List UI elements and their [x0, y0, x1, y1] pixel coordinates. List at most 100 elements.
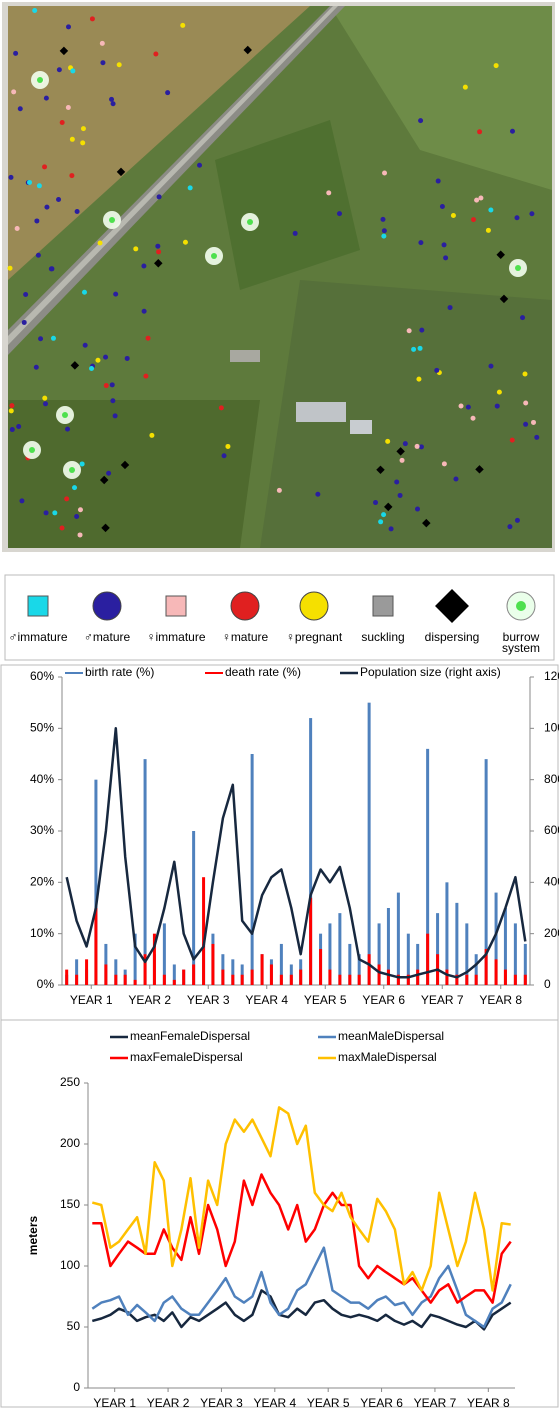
map: [2, 2, 555, 552]
map-dot: [443, 255, 449, 261]
map-dot: [9, 403, 15, 409]
bar: [484, 759, 488, 985]
map-dot: [218, 405, 224, 411]
legend-swatch: [165, 595, 187, 617]
map-dot: [42, 395, 48, 401]
map-dot: [109, 96, 115, 102]
map-dot: [485, 227, 491, 233]
map-dot: [52, 510, 58, 516]
burrow-core: [69, 467, 75, 473]
map-dot: [406, 328, 412, 334]
bar: [367, 954, 371, 985]
map-dot: [388, 526, 394, 532]
legend-label: meanMaleDispersal: [338, 1029, 444, 1043]
x-tick-label: YEAR 4: [253, 1396, 296, 1409]
bar: [114, 974, 118, 985]
bar: [513, 923, 517, 985]
map-dot: [80, 126, 86, 132]
bar: [503, 969, 507, 985]
map-dot: [33, 364, 39, 370]
map-dot: [396, 447, 405, 456]
map-dot: [382, 170, 388, 176]
bar: [503, 908, 507, 985]
road-line: [8, 6, 338, 345]
bar: [279, 974, 283, 985]
bar: [484, 949, 488, 985]
map-dot: [110, 398, 116, 404]
y-tick-label: 0%: [37, 977, 55, 991]
map-dot: [514, 517, 520, 523]
map-dot: [70, 361, 80, 370]
map-dot: [97, 240, 103, 246]
map-dot: [95, 357, 101, 363]
bar: [152, 933, 156, 985]
bar: [494, 892, 498, 985]
map-dot: [43, 95, 49, 101]
map-dot: [11, 89, 17, 95]
map-dot: [38, 336, 44, 342]
bar: [348, 943, 352, 985]
series-line: [91, 1246, 512, 1329]
bar: [474, 954, 478, 985]
chart: 0 50 100 150 200 250 YEAR 1 YEAR 2 YEAR 3 YEAR 4 Y…: [26, 1029, 515, 1409]
map-dot: [530, 419, 536, 425]
map-dot: [419, 327, 425, 333]
legend-label: ♀mature: [222, 630, 269, 644]
x-tick-label: YEAR 1: [70, 993, 113, 1007]
bar: [319, 949, 323, 985]
legend-swatch: [435, 589, 469, 623]
map-dot: [180, 22, 186, 28]
map-dot: [124, 355, 130, 361]
map-dot: [496, 250, 505, 259]
map-dot: [153, 51, 159, 57]
map-dot: [26, 179, 32, 185]
map-dot: [315, 491, 321, 497]
y-tick-label: 200: [60, 1136, 80, 1150]
map-dot: [143, 373, 149, 379]
map-dot: [42, 164, 48, 170]
map-dot: [13, 50, 19, 56]
map-dot: [65, 426, 71, 432]
legend-swatch: [372, 595, 394, 617]
map-dot: [103, 354, 109, 360]
map-dot: [384, 502, 393, 512]
map-dot: [477, 129, 483, 135]
map-dot: [380, 216, 386, 222]
legend-swatch: [230, 591, 260, 621]
map-dot: [80, 140, 86, 146]
burrow-core: [247, 219, 253, 225]
map-dot: [99, 40, 105, 46]
series-line: [92, 1173, 512, 1304]
legend-label: meanFemaleDispersal: [130, 1029, 250, 1043]
map-dot: [522, 371, 528, 377]
x-tick-label: YEAR 4: [245, 993, 288, 1007]
y2-tick-label: 0: [544, 977, 551, 991]
y2-tick-label: 1200: [544, 669, 559, 683]
map-dot: [292, 230, 298, 236]
bar: [192, 964, 196, 985]
map-dot: [381, 512, 387, 518]
bar: [240, 974, 244, 985]
building: [230, 350, 260, 362]
map-dot: [397, 492, 403, 498]
map-dot: [373, 500, 379, 506]
map-dot: [59, 46, 69, 56]
y2-tick-label: 200: [544, 926, 559, 940]
map-dot: [81, 289, 87, 295]
map-dot: [523, 400, 529, 406]
y-tick-label: 40%: [30, 772, 54, 786]
bar: [465, 974, 469, 985]
legend-swatch: [299, 591, 329, 621]
bar: [396, 892, 400, 985]
map-dot: [44, 204, 50, 210]
burrow-core: [211, 253, 217, 259]
bar: [513, 974, 517, 985]
map-dot: [23, 292, 29, 298]
x-tick-label: YEAR 7: [421, 993, 464, 1007]
x-tick-label: YEAR 7: [414, 1396, 457, 1409]
x-tick-label: YEAR 6: [362, 993, 405, 1007]
bar: [328, 969, 332, 985]
map-dot: [156, 249, 162, 255]
y2-tick-label: 1000: [544, 721, 559, 735]
map-dot: [120, 460, 130, 470]
